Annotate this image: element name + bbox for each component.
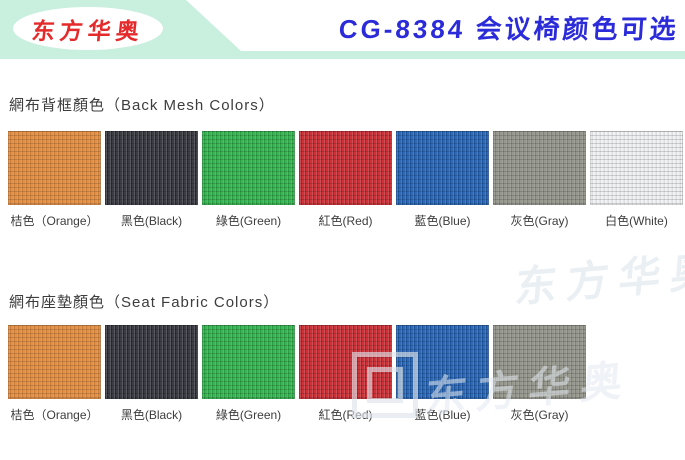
swatch-label: 藍色(Blue) [414, 214, 471, 228]
brand-logo: 东方华奥 [13, 7, 163, 50]
fabric-swatch [8, 131, 101, 205]
page-title: CG-8384 会议椅颜色可选 [338, 14, 680, 44]
swatch-label: 白色(White) [605, 214, 668, 228]
swatch-row-back-mesh: 桔色（Orange） 黑色(Black) 綠色(Green) 紅色(Red) 藍色(Bl… [8, 131, 683, 229]
brand-logo-text: 东方华奥 [30, 17, 146, 44]
swatch-cell: 灰色(Gray) [493, 325, 586, 423]
swatch-label: 桔色（Orange） [10, 214, 99, 228]
swatch-label: 黑色(Black) [120, 214, 183, 228]
fabric-swatch [493, 131, 586, 205]
swatch-label: 灰色(Gray) [510, 214, 569, 228]
section-heading-seat-fabric: 網布座墊顏色（Seat Fabric Colors） [9, 294, 280, 311]
swatch-row-seat-fabric: 桔色（Orange） 黑色(Black) 綠色(Green) 紅色(Red) 藍色(Bl… [8, 325, 586, 423]
swatch-label: 綠色(Green) [215, 408, 282, 422]
swatch-label: 藍色(Blue) [414, 408, 471, 422]
swatch-cell: 藍色(Blue) [396, 131, 489, 229]
swatch-label: 黑色(Black) [120, 408, 183, 422]
fabric-swatch [8, 325, 101, 399]
swatch-cell: 白色(White) [590, 131, 683, 229]
fabric-swatch [396, 131, 489, 205]
fabric-swatch [105, 131, 198, 205]
swatch-cell: 桔色（Orange） [8, 131, 101, 229]
swatch-label: 紅色(Red) [318, 214, 373, 228]
fabric-swatch [202, 131, 295, 205]
fabric-swatch [299, 131, 392, 205]
fabric-swatch [299, 325, 392, 399]
swatch-cell: 紅色(Red) [299, 131, 392, 229]
swatch-label: 桔色（Orange） [10, 408, 99, 422]
fabric-swatch [105, 325, 198, 399]
swatch-label: 綠色(Green) [215, 214, 282, 228]
swatch-cell: 桔色（Orange） [8, 325, 101, 423]
swatch-cell: 灰色(Gray) [493, 131, 586, 229]
fabric-swatch [396, 325, 489, 399]
swatch-cell: 綠色(Green) [202, 131, 295, 229]
fabric-swatch [493, 325, 586, 399]
swatch-cell: 黑色(Black) [105, 325, 198, 423]
swatch-cell: 紅色(Red) [299, 325, 392, 423]
swatch-label: 灰色(Gray) [510, 408, 569, 422]
swatch-cell: 藍色(Blue) [396, 325, 489, 423]
swatch-cell: 黑色(Black) [105, 131, 198, 229]
section-heading-back-mesh: 網布背框顏色（Back Mesh Colors） [9, 97, 275, 114]
swatch-cell: 綠色(Green) [202, 325, 295, 423]
fabric-swatch [202, 325, 295, 399]
watermark-calligraphy-mid: 东方华奥 [513, 245, 685, 312]
fabric-swatch [590, 131, 683, 205]
swatch-label: 紅色(Red) [318, 408, 373, 422]
